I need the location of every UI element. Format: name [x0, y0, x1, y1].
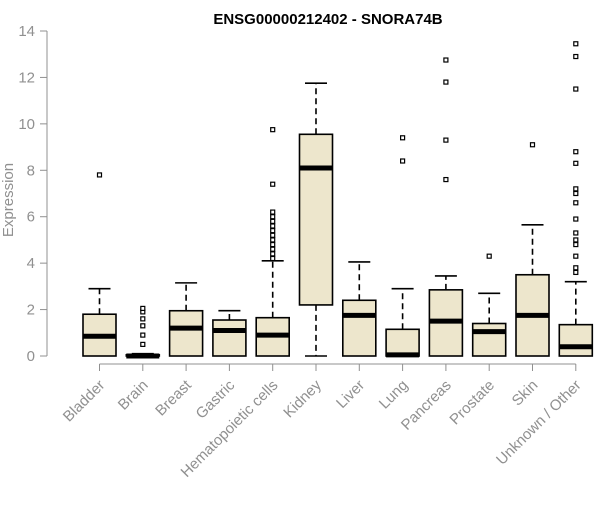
box-body — [341, 299, 377, 357]
outlier-point — [573, 86, 579, 92]
box-hematopoietic-cells — [255, 127, 291, 357]
outlier-point — [270, 237, 276, 243]
outlier-point — [573, 186, 579, 192]
outlier-point — [270, 241, 276, 248]
outlier-point — [270, 209, 276, 215]
outlier-point — [443, 176, 449, 183]
outlier-point — [573, 265, 579, 271]
y-tick-label: 0 — [27, 348, 35, 365]
y-tick-label: 14 — [18, 23, 35, 40]
x-category-label: Skin — [509, 377, 542, 410]
outlier-point — [140, 323, 146, 329]
outlier-point — [529, 142, 536, 148]
x-category-label: Bladder — [60, 377, 109, 426]
outlier-point — [573, 269, 579, 276]
y-axis: 0 2 4 6 8 10 12 14 — [18, 23, 48, 365]
y-tick-label: 10 — [18, 116, 35, 133]
outlier-point — [400, 135, 406, 141]
outlier-point — [270, 228, 276, 234]
y-tick-label: 4 — [27, 255, 35, 272]
outlier-point — [573, 200, 579, 206]
outlier-point — [270, 251, 276, 257]
y-tick-label: 2 — [27, 302, 35, 319]
outlier-point — [573, 216, 579, 222]
outlier-point — [573, 53, 579, 60]
outlier-point — [96, 172, 103, 178]
y-tick-label: 12 — [18, 69, 35, 86]
outlier-point — [573, 253, 579, 259]
x-category-label: Liver — [333, 377, 368, 412]
outlier-point — [573, 41, 579, 47]
outlier-point — [573, 190, 579, 197]
outlier-point — [573, 160, 579, 166]
box-pancreas — [428, 57, 464, 357]
outlier-point — [573, 241, 579, 248]
box-body — [298, 133, 334, 306]
box-body — [385, 328, 420, 357]
outlier-point — [140, 305, 146, 312]
x-category-label: Brain — [115, 377, 152, 414]
box-bladder — [82, 172, 117, 357]
outlier-point — [270, 232, 276, 238]
y-tick-label: 6 — [27, 209, 35, 226]
box-brain — [125, 305, 161, 359]
outlier-point — [486, 253, 492, 259]
box-unknown-other — [558, 41, 594, 357]
outlier-point — [270, 218, 276, 224]
outlier-point — [140, 332, 146, 338]
outlier-point — [443, 79, 449, 85]
x-category-label: Lung — [376, 377, 412, 413]
x-category-label: Prostate — [446, 377, 498, 429]
boxes-group — [82, 41, 594, 359]
x-category-label: Breast — [152, 376, 195, 419]
y-axis-title: Expression — [0, 163, 17, 237]
y-tick-label: 8 — [27, 162, 35, 179]
x-category-label: Kidney — [280, 376, 325, 421]
outlier-point — [270, 181, 276, 187]
outlier-point — [270, 246, 276, 252]
box-body — [471, 322, 507, 357]
box-skin — [515, 142, 550, 357]
outlier-point — [270, 127, 276, 133]
outlier-point — [140, 316, 146, 322]
outlier-point — [400, 158, 406, 164]
outlier-point — [573, 149, 579, 155]
outlier-point — [140, 341, 146, 347]
chart-title: ENSG00000212402 - SNORA74B — [213, 11, 442, 28]
box-liver — [341, 261, 377, 357]
box-body — [558, 323, 594, 357]
outlier-point — [443, 57, 449, 63]
box-prostate — [471, 253, 507, 357]
box-body — [212, 319, 247, 357]
outlier-point — [443, 137, 449, 143]
box-gastric — [212, 309, 247, 357]
outlier-point — [573, 230, 579, 236]
outlier-point — [270, 214, 276, 220]
outlier-point — [573, 237, 579, 243]
outlier-point — [270, 255, 276, 262]
box-body — [168, 309, 204, 357]
box-lung — [385, 135, 420, 358]
outlier-point — [270, 223, 276, 229]
box-kidney — [298, 82, 334, 357]
box-breast — [168, 282, 204, 357]
